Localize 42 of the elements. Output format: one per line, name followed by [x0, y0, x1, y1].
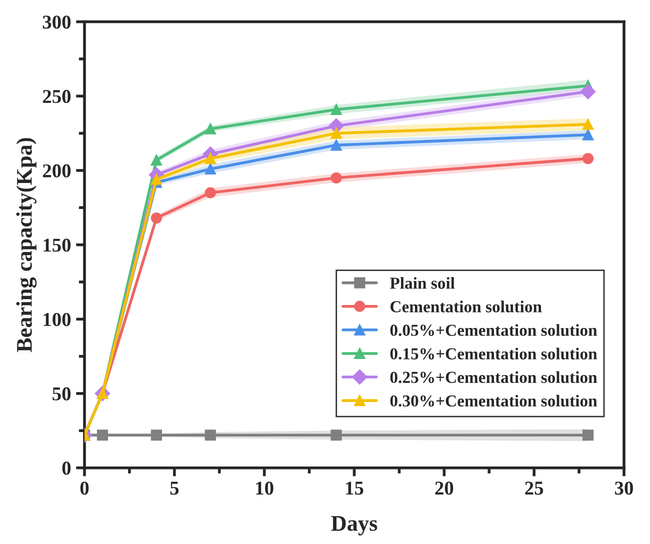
x-tick-label: 0 [80, 482, 89, 495]
point [150, 174, 162, 185]
point [150, 430, 162, 441]
point [582, 153, 594, 164]
point [582, 129, 594, 140]
x-tick-label: 20 [435, 482, 454, 495]
x-tick-label: 15 [346, 482, 364, 495]
x-tick-label: 5 [170, 482, 179, 495]
legend-label: 0.25%+Cementation solution [390, 371, 598, 384]
point [582, 430, 594, 441]
x-tick-label: 10 [256, 482, 274, 495]
point [204, 163, 216, 175]
legend-label: 0.30%+Cementation solution [390, 394, 598, 407]
point [150, 154, 162, 166]
y-tick-label: 250 [42, 90, 71, 104]
point [204, 187, 216, 198]
point [204, 430, 216, 441]
y-tick-label: 150 [44, 238, 71, 252]
x-tick-label: 30 [615, 482, 633, 495]
x-axis-title: Days [331, 516, 378, 536]
point [582, 118, 594, 130]
legend-label: 0.15%+Cementation solution [390, 348, 598, 360]
y-tick-label: 0 [62, 462, 71, 475]
legend-label: 0.05%+Cementation solution [390, 324, 598, 336]
y-tick-label: 300 [42, 16, 71, 29]
point [580, 84, 596, 100]
point [330, 172, 342, 184]
point [150, 212, 162, 224]
point [96, 430, 108, 441]
legend-label: Cementation solution [390, 300, 542, 312]
y-tick-label: 50 [52, 387, 71, 400]
y-tick-label: 100 [44, 312, 71, 326]
x-tick-label: 25 [525, 482, 544, 495]
point [204, 123, 216, 134]
legend-label: Plain soil [390, 277, 455, 289]
point [330, 128, 342, 139]
point [204, 153, 216, 164]
y-tick-label: 200 [42, 164, 71, 178]
point [330, 140, 342, 151]
y-axis-title: Bearing capacity(Kpa) [16, 138, 37, 352]
point [330, 104, 342, 116]
point [330, 430, 342, 441]
